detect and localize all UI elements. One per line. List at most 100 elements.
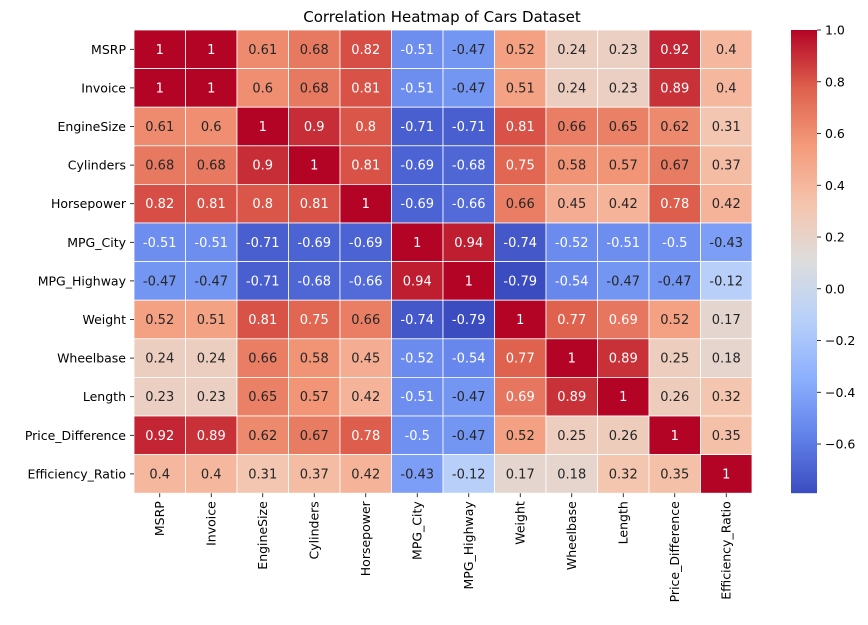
cell-value-label: 0.57	[609, 159, 638, 174]
heatmap-cell	[648, 261, 701, 301]
cell-value-label: 0.8	[252, 197, 273, 212]
heatmap-cells: 1 1 0.61 0.68 0.82 -0.51 -0.47 0.52 0.24 0.23 0.92…	[133, 29, 753, 494]
heatmap-cell	[391, 183, 444, 224]
column-tick-labels: MSRP Invoice EngineSize Cylinders Horsepower…	[152, 493, 734, 602]
cell-value-label: 0.89	[557, 390, 586, 405]
heatmap-cell	[442, 222, 495, 262]
heatmap-cell	[339, 261, 392, 301]
cell-value-label: 0.32	[609, 467, 638, 482]
heatmap-cell	[391, 29, 444, 69]
cell-value-label: 0.35	[660, 467, 689, 482]
cell-value-label: 0.78	[660, 197, 689, 212]
heatmap-cell	[391, 68, 444, 108]
cell-value-label: 0.61	[248, 43, 277, 58]
cell-value-label: 0.24	[557, 81, 586, 96]
heatmap-cell	[700, 454, 753, 494]
cell-value-label: 0.51	[197, 313, 226, 328]
heatmap-cell	[700, 222, 753, 262]
cell-value-label: 0.67	[660, 159, 689, 174]
cell-value-label: -0.71	[246, 274, 280, 289]
heatmap-cell	[236, 183, 289, 224]
cell-value-label: 0.42	[609, 197, 638, 212]
heatmap-cell	[236, 29, 289, 69]
cell-value-label: 1	[671, 429, 679, 444]
cell-value-label: 1	[156, 43, 164, 58]
heatmap-cell	[133, 299, 186, 340]
heatmap-cell	[391, 415, 444, 455]
colorbar-tick-label: 0.0	[825, 281, 845, 296]
heatmap-cell	[648, 68, 701, 108]
cell-value-label: 0.4	[716, 43, 737, 58]
heatmap-cell	[185, 183, 238, 224]
heatmap-cell	[494, 415, 547, 455]
heatmap-cell	[648, 183, 701, 224]
cell-value-label: 1	[619, 390, 627, 405]
heatmap-cell	[339, 183, 392, 224]
heatmap-cell	[288, 106, 341, 147]
cell-value-label: 0.37	[712, 159, 741, 174]
cell-value-label: 0.26	[660, 390, 689, 405]
cell-value-label: 0.75	[506, 159, 535, 174]
cell-value-label: 0.69	[506, 390, 535, 405]
cell-value-label: 1	[259, 120, 267, 135]
cell-value-label: -0.74	[503, 236, 537, 251]
heatmap-cell	[700, 106, 753, 147]
cell-value-label: 0.82	[145, 197, 174, 212]
colorbar-tick-label: −0.6	[825, 437, 855, 452]
heatmap-cell	[442, 415, 495, 455]
heatmap-cell	[339, 68, 392, 108]
cell-value-label: -0.51	[400, 81, 434, 96]
column-tick-label: Invoice	[204, 501, 219, 546]
heatmap-cell	[339, 376, 392, 417]
cell-value-label: 0.6	[201, 120, 222, 135]
heatmap-cell	[597, 29, 650, 69]
cell-value-label: -0.5	[662, 236, 687, 251]
cell-value-label: 1	[465, 274, 473, 289]
cell-value-label: 0.35	[712, 429, 741, 444]
cell-value-label: 0.52	[145, 313, 174, 328]
cell-value-label: 0.24	[557, 43, 586, 58]
cell-value-label: 0.6	[252, 81, 273, 96]
heatmap-cell	[442, 183, 495, 224]
heatmap-cell	[494, 222, 547, 262]
cell-value-label: -0.66	[349, 274, 383, 289]
chart-title: Correlation Heatmap of Cars Dataset	[303, 8, 581, 26]
heatmap-cell	[442, 376, 495, 417]
heatmap-cell	[391, 145, 444, 185]
heatmap-cell	[494, 338, 547, 378]
cell-value-label: -0.51	[400, 43, 434, 58]
cell-value-label: -0.71	[400, 120, 434, 135]
cell-value-label: -0.47	[658, 274, 692, 289]
colorbar-tick-label: −0.2	[825, 333, 855, 348]
cell-value-label: 0.77	[506, 352, 535, 367]
heatmap-cell	[442, 68, 495, 108]
heatmap-cell	[288, 222, 341, 262]
heatmap-cell	[391, 261, 444, 301]
heatmap-cell	[236, 338, 289, 378]
heatmap-cell	[288, 299, 341, 340]
heatmap-cell	[648, 338, 701, 378]
cell-value-label: 0.69	[609, 313, 638, 328]
cell-value-label: -0.47	[452, 429, 486, 444]
colorbar: 1.0 0.8 0.6 0.4 0.2 0.0 −0.2 −0.4 −0.6	[791, 23, 855, 494]
heatmap-cell	[339, 106, 392, 147]
row-tick-label: Cylinders	[68, 158, 126, 173]
cell-value-label: 0.75	[300, 313, 329, 328]
cell-value-label: 0.23	[145, 390, 174, 405]
column-tick-label: Horsepower	[358, 500, 373, 576]
heatmap-cell	[391, 222, 444, 262]
heatmap-cell	[185, 376, 238, 417]
cell-value-label: 0.66	[351, 313, 380, 328]
heatmap-cell	[597, 222, 650, 262]
row-tick-labels: MSRP Invoice EngineSize Cylinders Horsepower…	[25, 42, 134, 481]
heatmap-cell	[185, 454, 238, 494]
heatmap-cell	[185, 68, 238, 108]
cell-value-label: -0.68	[452, 159, 486, 174]
cell-value-label: 0.17	[506, 467, 535, 482]
cell-value-label: 1	[310, 159, 318, 174]
heatmap-cell	[648, 299, 701, 340]
cell-value-label: 1	[516, 313, 524, 328]
heatmap-cell	[700, 145, 753, 185]
heatmap-cell	[545, 68, 598, 108]
heatmap-cell	[494, 376, 547, 417]
